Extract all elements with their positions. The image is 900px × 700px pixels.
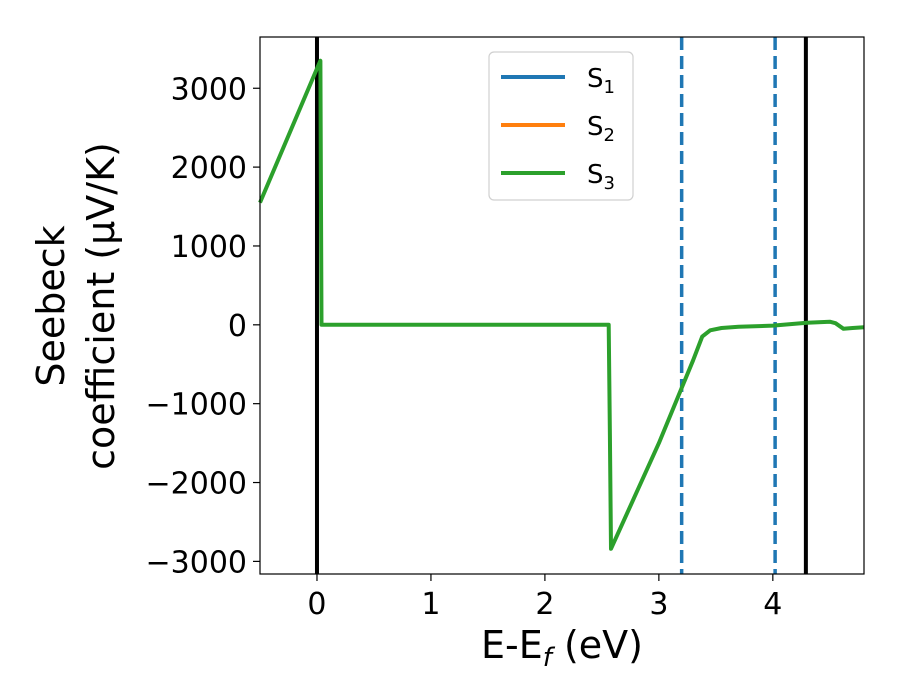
series-line-S3 xyxy=(258,58,865,551)
y-tick-label: 1000 xyxy=(171,230,247,265)
x-tick-label: 3 xyxy=(649,587,668,622)
y-axis-label-line2: coefficient (μV/K) xyxy=(79,142,123,470)
y-tick-label: 3000 xyxy=(171,72,247,107)
x-tick-label: 0 xyxy=(307,587,326,622)
x-axis-label-unit: (eV) xyxy=(552,623,643,667)
plot-frame xyxy=(259,36,865,575)
y-axis-label: Seebeck coefficient (μV/K) xyxy=(29,142,123,470)
y-tick-label: 2000 xyxy=(171,151,247,186)
x-axis-label-main: E-E xyxy=(481,623,543,667)
legend-label-S2: S2 xyxy=(587,112,615,146)
x-axis-label: E-Ef (eV) xyxy=(481,623,643,673)
x-axis-ticks: 0 1 2 3 4 xyxy=(307,574,782,622)
series-lines xyxy=(258,58,865,551)
y-axis-ticks: −3000 −2000 −1000 0 1000 2000 3000 xyxy=(146,72,260,580)
x-tick-label: 4 xyxy=(763,587,782,622)
x-tick-label: 1 xyxy=(421,587,440,622)
y-tick-label: −3000 xyxy=(146,545,247,580)
vertical-reference-lines xyxy=(314,37,808,574)
y-tick-label: −1000 xyxy=(146,388,247,423)
x-tick-label: 2 xyxy=(535,587,554,622)
y-axis-label-line1: Seebeck xyxy=(29,225,73,386)
y-tick-label: −2000 xyxy=(146,467,247,502)
legend-label-S3: S3 xyxy=(587,160,615,194)
legend: S1 S2 S3 xyxy=(488,51,634,201)
y-tick-label: 0 xyxy=(228,309,247,344)
legend-label-S1: S1 xyxy=(587,64,615,98)
